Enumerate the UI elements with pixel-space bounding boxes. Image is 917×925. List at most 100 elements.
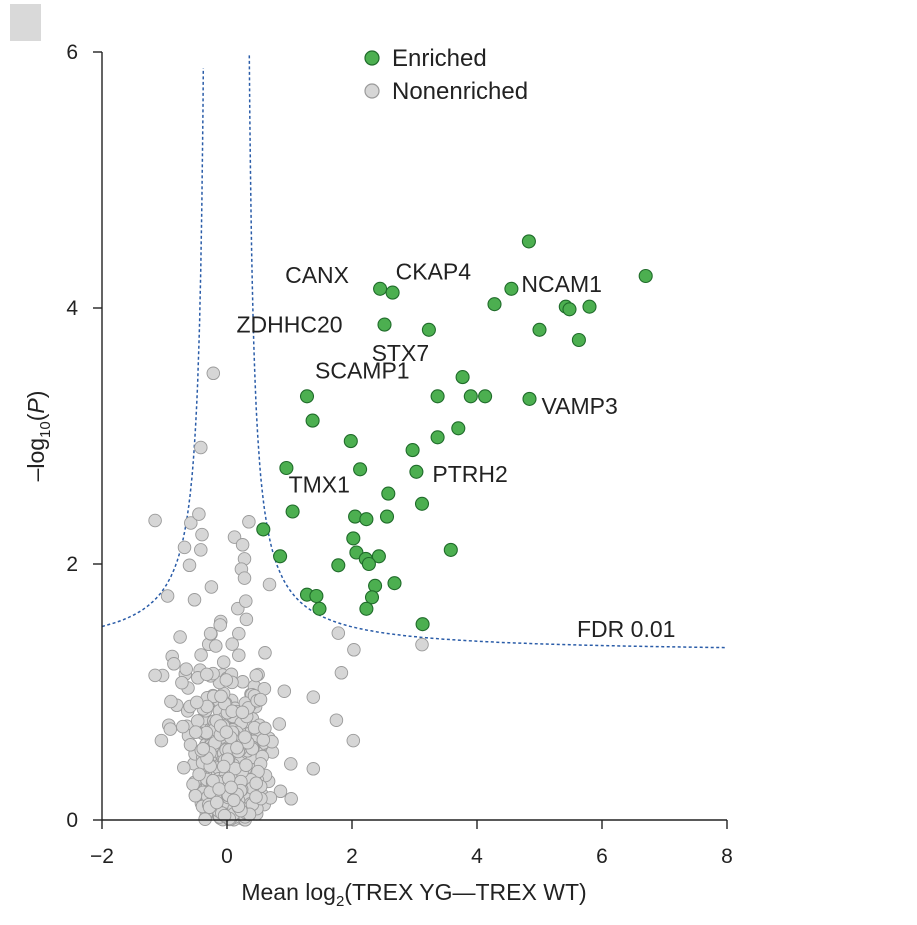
- x-tick-label: 8: [721, 845, 733, 868]
- nonenriched-point: [277, 684, 292, 698]
- enriched-point: [582, 299, 597, 314]
- nonenriched-point: [204, 580, 219, 594]
- nonenriched-point: [256, 733, 271, 747]
- legend-label-enriched: Enriched: [392, 45, 487, 72]
- protein-label: STX7: [372, 340, 430, 366]
- enriched-series: [256, 234, 653, 632]
- nonenriched-point: [188, 788, 203, 803]
- enriched-point: [379, 509, 395, 524]
- nonenriched-point: [192, 767, 206, 782]
- nonenriched-point: [187, 593, 202, 607]
- enriched-point: [273, 549, 288, 564]
- protein-label: TMX1: [289, 472, 350, 498]
- panel-marker: [10, 4, 41, 41]
- enriched-point: [309, 588, 324, 604]
- enriched-point: [487, 297, 502, 312]
- nonenriched-point: [216, 655, 231, 669]
- x-axis-title-rest: (TREX YG—TREX WT): [344, 879, 586, 905]
- enriched-point: [305, 413, 320, 428]
- protein-label: VAMP3: [542, 393, 618, 419]
- y-tick-label: 6: [66, 41, 78, 64]
- x-axis-title-main: Mean log: [241, 879, 336, 905]
- nonenriched-point: [225, 637, 239, 651]
- nonenriched-point: [224, 780, 238, 795]
- enriched-point: [463, 389, 478, 404]
- nonenriched-point: [232, 626, 246, 641]
- nonenriched-point: [212, 782, 226, 796]
- nonenriched-point: [284, 792, 298, 806]
- nonenriched-point: [306, 762, 321, 776]
- enriched-point: [387, 576, 402, 591]
- nonenriched-point: [219, 725, 234, 739]
- nonenriched-point: [210, 795, 224, 810]
- nonenriched-point: [258, 721, 272, 736]
- nonenriched-point: [148, 513, 162, 528]
- enriched-point: [368, 578, 383, 593]
- nonenriched-point: [242, 515, 256, 529]
- nonenriched-point: [262, 577, 277, 592]
- nonenriched-point: [209, 639, 223, 653]
- nonenriched-point: [346, 733, 361, 748]
- enriched-point: [443, 542, 458, 557]
- legend: Enriched Nonenriched: [364, 45, 528, 105]
- y-axis-title-subscript: 10: [37, 421, 54, 438]
- enriched-point: [359, 601, 374, 616]
- enriched-point: [353, 462, 368, 477]
- nonenriched-point: [176, 719, 190, 734]
- fdr-label: FDR 0.01: [577, 616, 675, 642]
- enriched-point: [359, 512, 374, 527]
- nonenriched-point: [203, 626, 218, 641]
- nonenriched-point: [415, 637, 429, 652]
- enriched-point: [430, 389, 445, 404]
- y-axis-title-close: ): [23, 391, 49, 399]
- enriched-point: [532, 322, 547, 337]
- legend-marker-enriched: [364, 50, 380, 66]
- nonenriched-point: [206, 366, 221, 381]
- x-axis-title: Mean log2(TREX YG—TREX WT): [241, 879, 586, 910]
- nonenriched-point: [284, 757, 298, 771]
- enriched-point: [430, 430, 445, 445]
- enriched-point: [504, 281, 519, 296]
- nonenriched-point: [192, 507, 206, 521]
- nonenriched-point: [237, 571, 252, 585]
- nonenriched-point: [249, 668, 263, 683]
- fdr-threshold-curve: [101, 55, 728, 649]
- nonenriched-point: [329, 713, 344, 727]
- nonenriched-point: [239, 594, 253, 608]
- nonenriched-point: [232, 648, 246, 662]
- enriched-point: [312, 601, 327, 616]
- nonenriched-point: [235, 538, 250, 552]
- nonenriched-point: [253, 692, 268, 707]
- y-tick-label: 0: [66, 809, 78, 832]
- y-tick-label: 2: [66, 553, 78, 576]
- nonenriched-point: [175, 675, 189, 690]
- enriched-point: [256, 522, 271, 537]
- enriched-point: [331, 558, 346, 573]
- enriched-point: [638, 268, 653, 284]
- y-axis-title-main: –log: [23, 438, 49, 481]
- enriched-point: [385, 285, 400, 300]
- x-tick-label: 2: [346, 845, 358, 868]
- enriched-point: [562, 302, 577, 317]
- nonenriched-point: [163, 722, 178, 736]
- enriched-point: [522, 391, 537, 406]
- nonenriched-point: [239, 758, 253, 772]
- nonenriched-point: [227, 793, 241, 808]
- nonenriched-point: [272, 717, 287, 731]
- nonenriched-point: [148, 668, 162, 683]
- nonenriched-point: [216, 759, 231, 774]
- nonenriched-point: [213, 618, 227, 632]
- nonenriched-point: [190, 714, 205, 728]
- y-axis-title: –log10(P): [23, 391, 54, 482]
- nonenriched-point: [238, 730, 252, 744]
- x-tick-label: 0: [221, 845, 233, 868]
- nonenriched-point: [347, 643, 361, 657]
- nonenriched-point: [154, 733, 169, 748]
- enriched-point: [415, 617, 430, 632]
- y-tick-label: 4: [66, 297, 78, 320]
- axes: −2 0 2 4 6 8 0 2 4 6: [66, 41, 733, 868]
- enriched-point: [364, 590, 380, 605]
